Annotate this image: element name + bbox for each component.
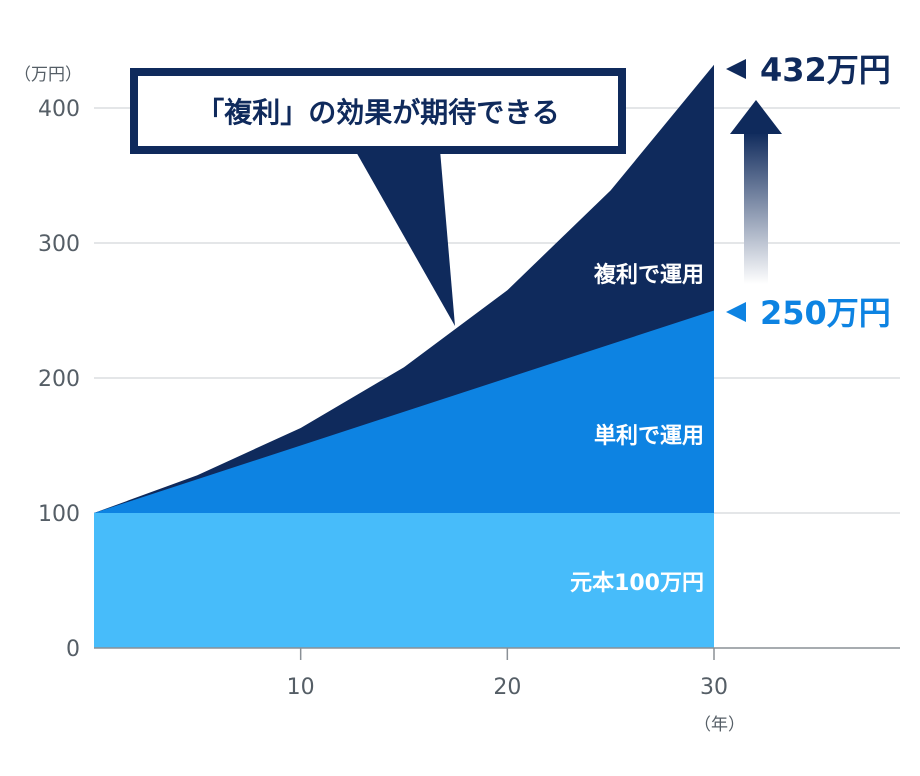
principal-series-label: 元本100万円 [570,571,704,596]
plot-areas [94,64,714,649]
growth-arrow-icon [730,100,782,284]
simple-series-label: 単利で運用 [594,423,704,449]
axes: 0 100 200 300 400 10 20 30 [38,97,900,700]
compound-series-label: 複利で運用 [594,262,704,288]
callout-box-inner [138,76,618,146]
y-tick-label: 0 [66,637,80,662]
compound-end-value: 432万円 [760,51,891,89]
y-tick-label: 300 [38,232,80,257]
compound-end-marker-icon [726,59,746,79]
simple-end-marker-icon [726,302,746,322]
callout-text: 「複利」の効果が期待できる [196,96,559,129]
simple-end-value: 250万円 [760,294,891,332]
x-axis-unit-label: （年） [694,715,745,735]
x-tick-label: 30 [700,675,728,700]
area-principal [94,513,714,648]
y-tick-label: 100 [38,502,80,527]
y-tick-label: 200 [38,367,80,392]
callout: 「複利」の効果が期待できる [130,68,626,326]
y-tick-label: 400 [38,97,80,122]
x-tick-label: 10 [287,675,315,700]
y-axis-unit-label: （万円） [14,65,82,85]
callout-pointer [355,150,455,326]
x-tick-label: 20 [493,675,521,700]
